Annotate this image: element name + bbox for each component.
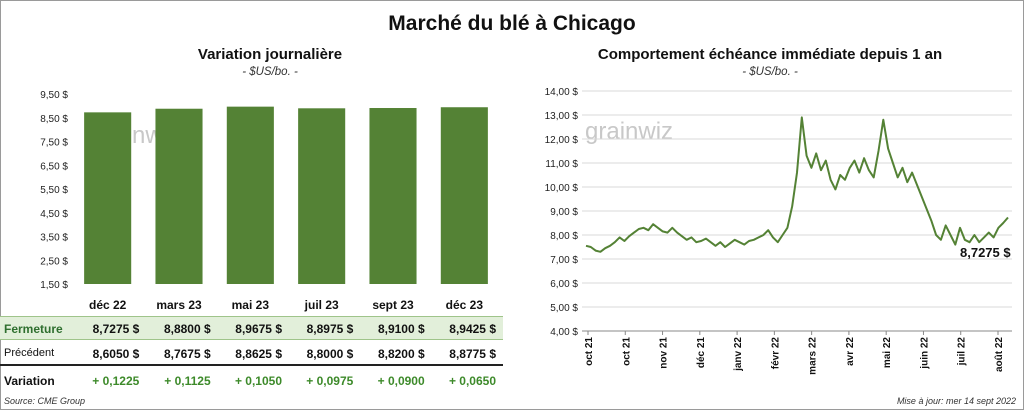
line-chart-watermark: grainwiz (585, 118, 673, 145)
bar (440, 107, 488, 284)
table-cell: + 0,1050 (234, 374, 282, 388)
table-cell: 8,8775 $ (449, 347, 496, 361)
y-tick-label: 4,50 $ (40, 209, 68, 220)
x-tick-label: août 22 (994, 337, 1005, 372)
table-cell: 8,8625 $ (235, 347, 282, 361)
row-label: Fermeture (4, 322, 63, 336)
table-cell: 8,9100 $ (377, 322, 425, 336)
source-note: Source: CME Group (4, 396, 86, 406)
x-tick-label: mai 22 (882, 337, 893, 369)
y-tick-label: 2,50 $ (40, 256, 68, 267)
y-tick-label: 5,50 $ (40, 185, 68, 196)
x-tick-label: déc 21 (696, 337, 707, 369)
x-tick-label: juil 23 (304, 298, 339, 312)
update-note: Mise à jour: mer 14 sept 2022 (896, 396, 1016, 406)
bar (298, 108, 346, 284)
y-tick-label: 7,00 $ (550, 255, 578, 266)
x-tick-label: févr 22 (770, 337, 781, 370)
y-tick-label: 13,00 $ (545, 111, 579, 122)
table-row-change: Variation + 0,1225 + 0,1125 + 0,1050 + 0,09… (0, 369, 503, 393)
x-tick-label: déc 22 (89, 298, 127, 312)
table-cell: + 0,0900 (377, 374, 425, 388)
left-chart-title: Variation journalière (197, 46, 343, 63)
right-chart-title: Comportement échéance immédiate depuis 1… (597, 46, 943, 63)
table-cell: 8,9675 $ (235, 322, 282, 336)
x-tick-label: mars 23 (156, 298, 202, 312)
y-tick-label: 1,50 $ (40, 280, 68, 291)
table-cell: 8,8200 $ (377, 347, 425, 361)
y-tick-label: 6,50 $ (40, 161, 68, 172)
y-tick-label: 8,50 $ (40, 114, 68, 125)
bar-chart: grainwiz 1,50 $2,50 $3,50 $4,50 $5,50 $6… (40, 90, 488, 312)
x-tick-label: juin 22 (919, 337, 930, 370)
y-tick-label: 11,00 $ (545, 159, 578, 170)
table-row-close: Fermeture 8,7275 $ 8,8800 $ 8,9675 $ 8,8975… (0, 316, 503, 340)
y-tick-label: 9,00 $ (550, 207, 578, 218)
x-tick-label: juil 22 (957, 337, 968, 367)
y-tick-label: 3,50 $ (40, 233, 68, 244)
y-tick-label: 10,00 $ (545, 183, 579, 194)
bar (155, 108, 203, 284)
last-value-label: 8,7275 $ (960, 245, 1011, 260)
x-tick-label: mai 23 (232, 298, 270, 312)
left-chart-subtitle: - $US/bo. - (242, 66, 298, 78)
table-cell: + 0,1125 (164, 374, 211, 388)
x-tick-label: nov 21 (659, 337, 670, 369)
bar (84, 112, 132, 284)
y-tick-label: 5,00 $ (550, 303, 578, 314)
y-tick-label: 9,50 $ (40, 90, 68, 101)
bar (226, 106, 274, 284)
x-tick-label: sept 23 (372, 298, 414, 312)
row-label: Variation (4, 374, 55, 388)
price-line (585, 116, 1009, 253)
right-chart-subtitle: - $US/bo. - (742, 66, 798, 78)
y-tick-label: 12,00 $ (545, 135, 579, 146)
y-tick-label: 4,00 $ (550, 327, 578, 338)
table-cell: + 0,0650 (448, 374, 496, 388)
table-cell: 8,8000 $ (306, 347, 354, 361)
table-cell: 8,7675 $ (163, 347, 211, 361)
x-tick-label: avr 22 (845, 337, 856, 366)
y-tick-label: 7,50 $ (40, 138, 68, 149)
table-cell: 8,7275 $ (92, 322, 140, 336)
table-cell: 8,8800 $ (163, 322, 211, 336)
row-label: Précédent (4, 347, 55, 359)
table-row-previous: Précédent 8,6050 $ 8,7675 $ 8,8625 $ 8,8000… (0, 342, 503, 366)
y-tick-label: 6,00 $ (550, 279, 578, 290)
y-tick-label: 14,00 $ (545, 87, 579, 98)
line-chart: grainwiz 4,00 $ 5,00 $ 6,00 $ 7,00 $ 8,00 $ 9… (545, 87, 1012, 375)
y-tick-label: 8,00 $ (550, 231, 578, 242)
x-tick-label: oct 21 (584, 337, 595, 366)
x-tick-label: mars 22 (808, 337, 819, 375)
x-tick-label: déc 23 (446, 298, 484, 312)
table-cell: 8,8975 $ (306, 322, 354, 336)
x-tick-label: oct 21 (621, 337, 632, 366)
bar (369, 108, 417, 284)
table-cell: + 0,1225 (92, 374, 140, 388)
x-tick-label: janv 22 (733, 337, 744, 372)
table-cell: 8,9425 $ (449, 322, 496, 336)
table-cell: 8,6050 $ (92, 347, 140, 361)
main-title: Marché du blé à Chicago (388, 12, 636, 35)
table-cell: + 0,0975 (306, 374, 354, 388)
